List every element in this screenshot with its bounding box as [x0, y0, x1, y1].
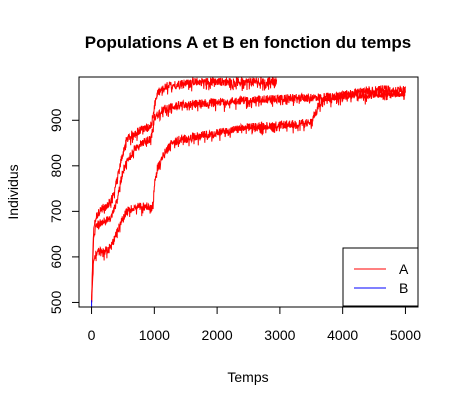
y-tick-label-500: 500	[48, 291, 64, 315]
series-line-b-3	[91, 300, 93, 307]
y-tick-label-600: 600	[48, 245, 64, 269]
x-axis-label: Temps	[227, 369, 268, 385]
series-layer	[91, 77, 406, 307]
x-tick-label-1000: 1000	[139, 327, 170, 343]
chart-title: Populations A et B en fonction du temps	[85, 33, 411, 52]
series-line-a-2	[91, 84, 406, 303]
legend-label-a: A	[399, 261, 409, 277]
y-tick-label-900: 900	[48, 108, 64, 132]
legend-box	[342, 247, 419, 307]
x-tick-label-0: 0	[88, 327, 96, 343]
x-tick-label-3000: 3000	[264, 327, 295, 343]
series-line-a-0	[91, 77, 278, 303]
x-axis: 0 1000 2000 3000 4000 5000	[88, 306, 421, 343]
legend-label-b: B	[399, 280, 408, 296]
legend: A B	[342, 247, 419, 307]
y-tick-label-800: 800	[48, 154, 64, 178]
x-tick-label-5000: 5000	[390, 327, 421, 343]
y-tick-label-700: 700	[48, 199, 64, 223]
x-tick-label-2000: 2000	[202, 327, 233, 343]
y-axis: 500 600 700 800 900	[48, 108, 79, 314]
x-tick-label-4000: 4000	[327, 327, 358, 343]
y-axis-label: Individus	[5, 164, 21, 219]
